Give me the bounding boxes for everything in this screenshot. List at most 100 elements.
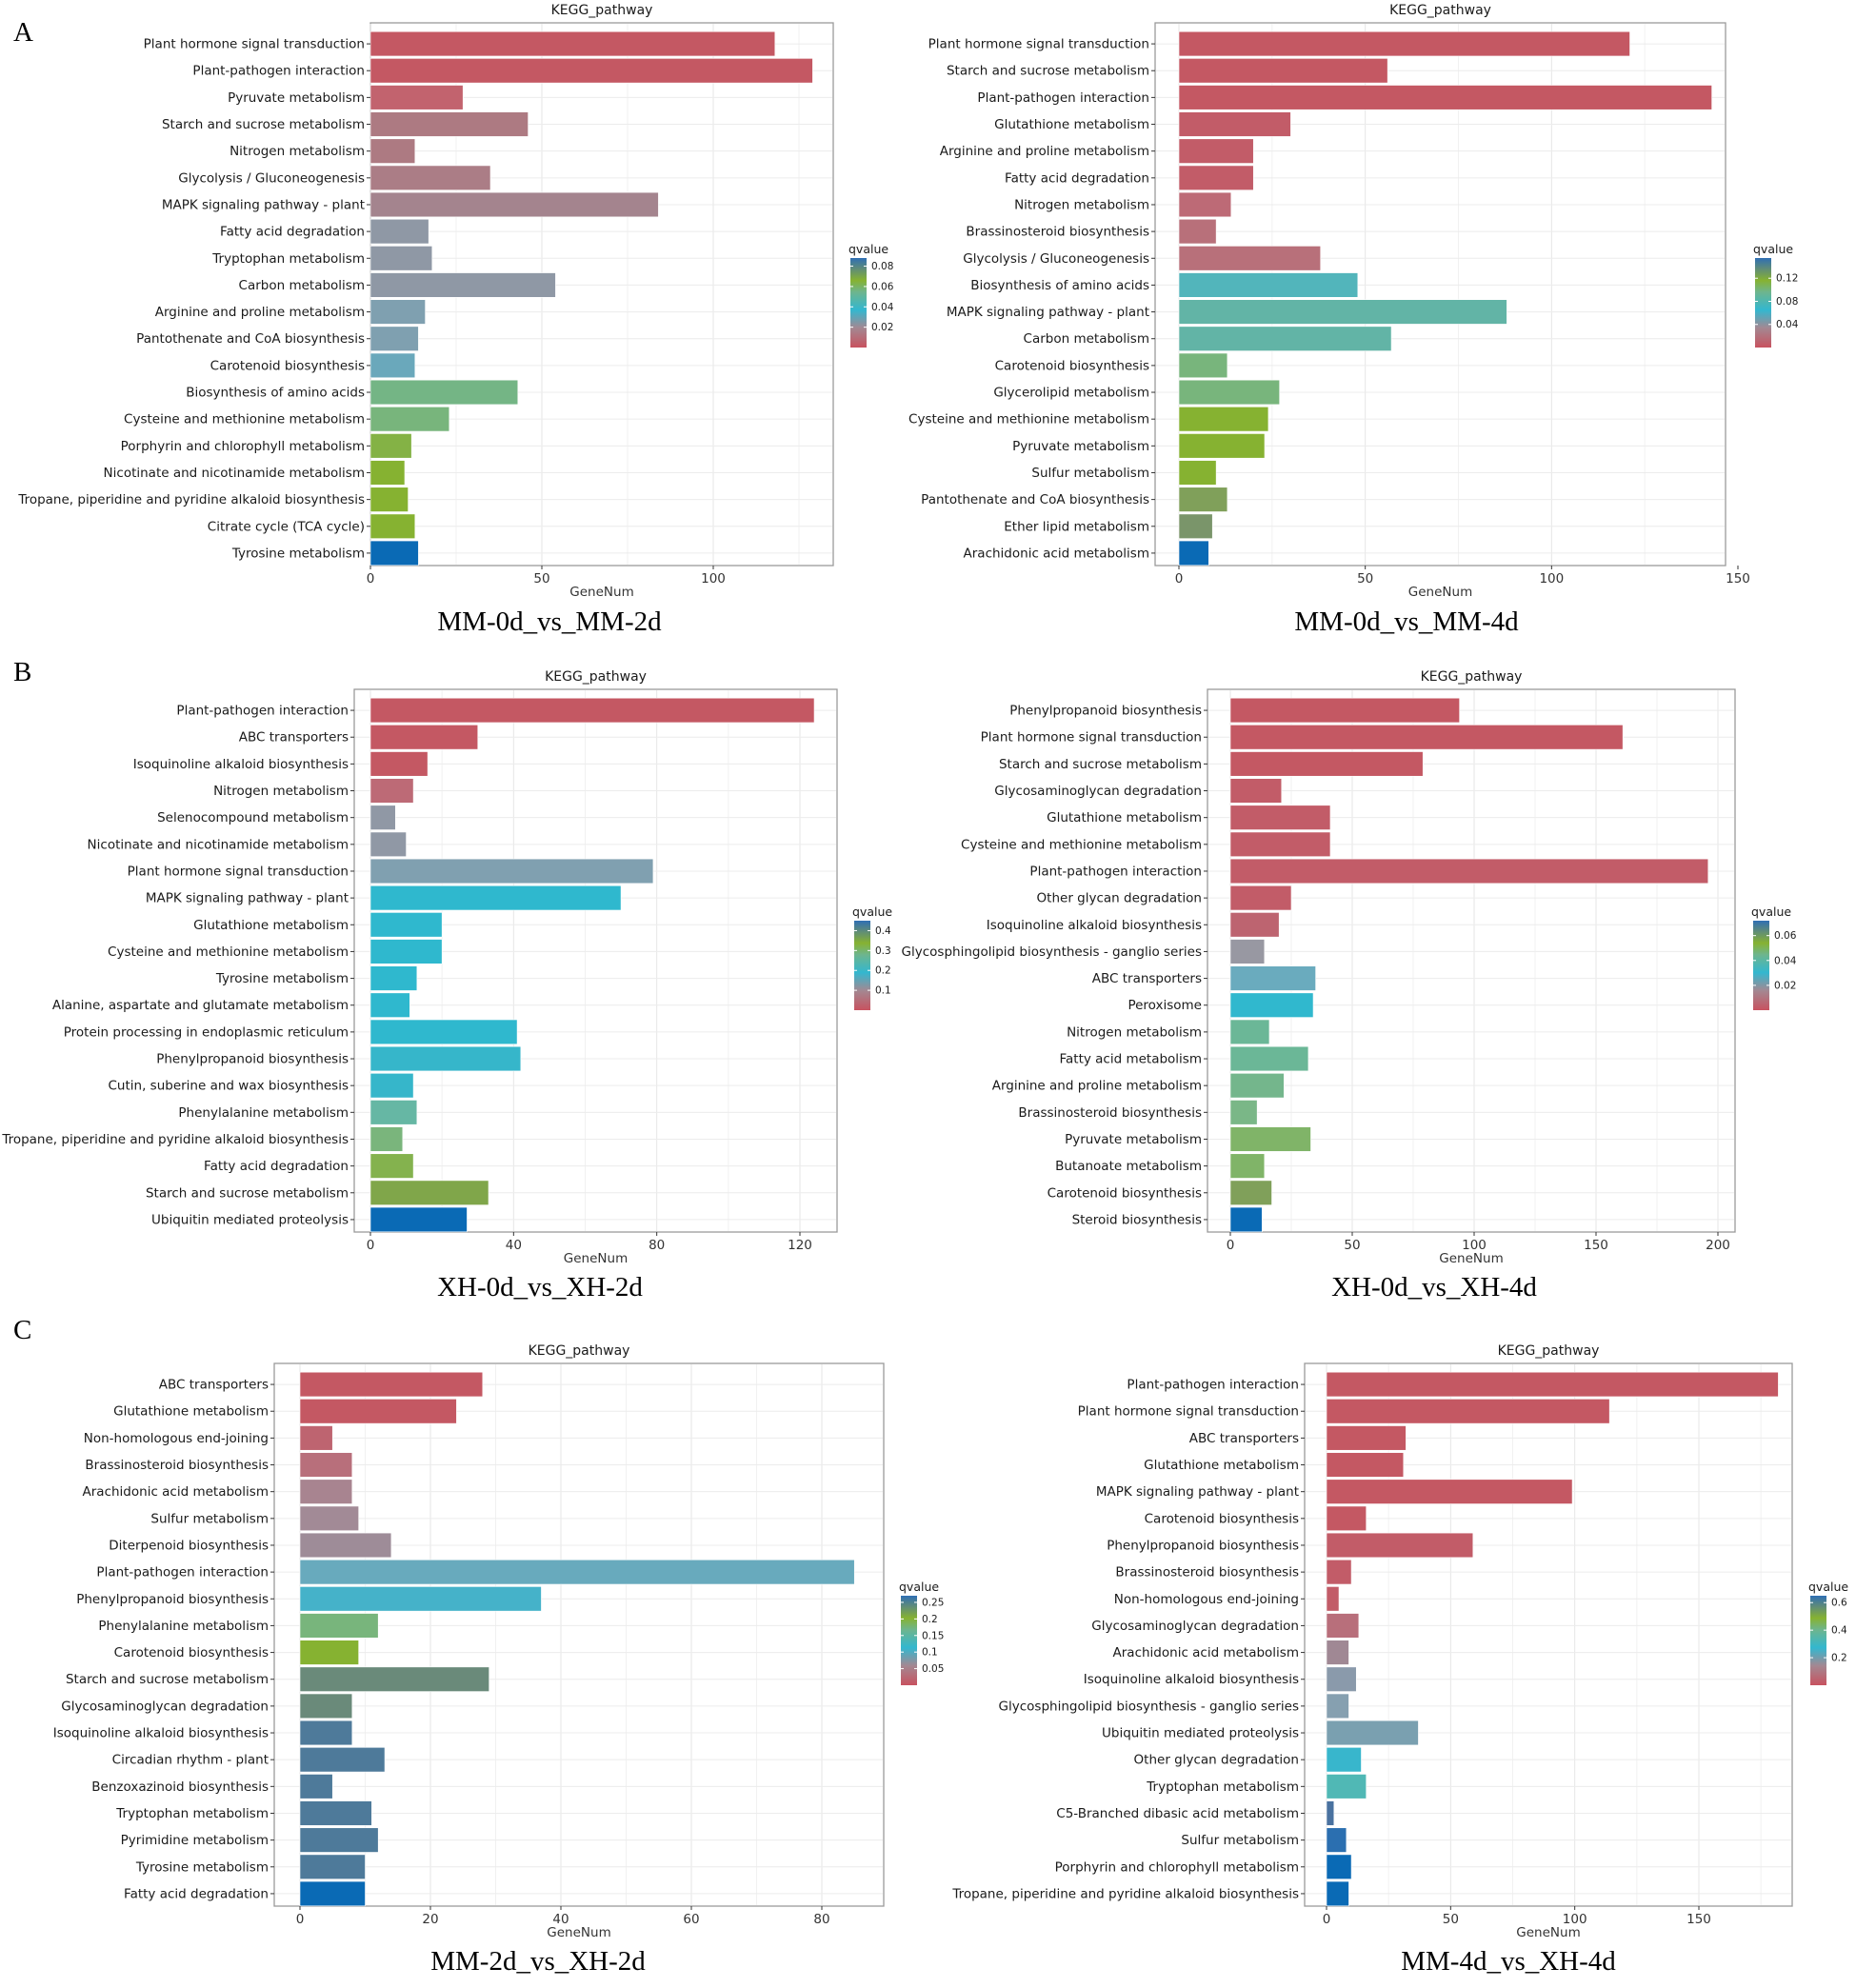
category-label: Nicotinate and nicotinamide metabolism xyxy=(88,837,349,852)
bar-1 xyxy=(1178,30,1630,57)
category-label: Tropane, piperidine and pyridine alkaloi… xyxy=(951,1886,1299,1901)
chart-b_left: KEGG_pathway Plant-pathogen interaction AB… xyxy=(1,669,892,1266)
subtitle-a-left: MM-0d_vs_MM-2d xyxy=(437,606,662,637)
bar-14 xyxy=(1178,379,1280,406)
bar-18 xyxy=(369,1153,414,1179)
x-axis-label: GeneNum xyxy=(1516,1925,1580,1940)
bar-3 xyxy=(1229,751,1424,777)
category-label: Ubiquitin mediated proteolysis xyxy=(1102,1726,1299,1741)
category-label: Glycolysis / Gluconeogenesis xyxy=(178,170,365,186)
chart-a_right: KEGG_pathway Plant hormone signal transdu… xyxy=(908,3,1799,600)
x-axis-label: GeneNum xyxy=(1439,1251,1503,1266)
bar-2 xyxy=(369,725,479,750)
bar-12 xyxy=(369,992,410,1018)
category-label: Nitrogen metabolism xyxy=(1014,197,1149,212)
x-tick-label: 150 xyxy=(1584,1238,1608,1253)
legend-tick-label: 0.6 xyxy=(1831,1598,1847,1609)
bar-8 xyxy=(369,218,429,245)
bar-7 xyxy=(369,858,654,885)
bar-1 xyxy=(1229,697,1460,724)
bar-16 xyxy=(369,433,412,459)
category-label: ABC transporters xyxy=(1189,1431,1299,1446)
bar-8 xyxy=(1229,885,1292,911)
legend-title: qvalue xyxy=(1751,905,1791,919)
category-label: Pantothenate and CoA biosynthesis xyxy=(136,331,365,347)
bar-10 xyxy=(1178,272,1359,298)
bar-9 xyxy=(1229,912,1280,938)
bar-15 xyxy=(369,406,450,432)
legend-colorbar xyxy=(854,921,870,1010)
category-label: Biosynthesis of amino acids xyxy=(970,278,1149,293)
bar-8 xyxy=(299,1559,855,1585)
bar-7 xyxy=(1326,1532,1474,1559)
bar-4 xyxy=(1229,778,1283,804)
bar-5 xyxy=(299,1479,353,1504)
category-label: Carotenoid biosynthesis xyxy=(210,358,365,373)
category-label: Phenylpropanoid biosynthesis xyxy=(156,1052,349,1067)
category-label: Starch and sucrose metabolism xyxy=(999,757,1202,772)
bar-13 xyxy=(369,1019,518,1045)
bar-18 xyxy=(1326,1827,1347,1853)
bar-19 xyxy=(299,1854,366,1879)
category-label: Glycosphingolipid biosynthesis - ganglio… xyxy=(902,944,1202,960)
category-label: Glutathione metabolism xyxy=(193,918,349,933)
bar-18 xyxy=(1229,1153,1266,1179)
bar-11 xyxy=(1178,299,1507,325)
x-tick-label: 0 xyxy=(367,571,375,586)
bar-10 xyxy=(369,939,443,964)
category-label: Circadian rhythm - plant xyxy=(112,1753,269,1768)
bar-7 xyxy=(299,1532,392,1559)
category-label: ABC transporters xyxy=(239,730,349,746)
category-label: Diterpenoid biosynthesis xyxy=(109,1538,269,1553)
panel-letter-c: C xyxy=(13,1315,32,1345)
category-label: ABC transporters xyxy=(1092,971,1202,986)
bar-2 xyxy=(369,58,813,84)
category-label: Isoquinoline alkaloid biosynthesis xyxy=(53,1726,269,1741)
bar-1 xyxy=(1326,1371,1779,1398)
category-label: Pyruvate metabolism xyxy=(228,90,365,106)
category-label: Plant-pathogen interaction xyxy=(192,64,365,79)
category-label: Alanine, aspartate and glutamate metabol… xyxy=(52,998,349,1013)
legend-tick-label: 0.4 xyxy=(875,925,891,937)
category-label: Glutathione metabolism xyxy=(994,117,1149,132)
category-label: Arachidonic acid metabolism xyxy=(964,546,1149,561)
bar-16 xyxy=(1229,1100,1258,1125)
x-tick-label: 0 xyxy=(1227,1238,1235,1253)
bar-12 xyxy=(299,1666,489,1692)
bar-11 xyxy=(369,299,426,325)
category-label: Pyruvate metabolism xyxy=(1065,1132,1202,1147)
legend-tick-label: 0.2 xyxy=(922,1614,938,1625)
x-axis-label: GeneNum xyxy=(1408,585,1472,600)
bar-15 xyxy=(1178,406,1269,432)
x-tick-label: 0 xyxy=(296,1912,305,1927)
category-label: Brassinosteroid biosynthesis xyxy=(1018,1105,1202,1121)
category-label: Plant hormone signal transduction xyxy=(981,730,1202,746)
bar-13 xyxy=(299,1693,353,1720)
legend-tick-label: 0.12 xyxy=(1776,273,1798,285)
bar-19 xyxy=(1229,1180,1272,1205)
x-tick-label: 0 xyxy=(1323,1912,1331,1927)
x-tick-label: 50 xyxy=(1443,1912,1459,1927)
bar-10 xyxy=(1326,1613,1360,1639)
panel-letter-a: A xyxy=(13,17,33,48)
bar-20 xyxy=(1326,1880,1349,1907)
x-tick-label: 150 xyxy=(1726,571,1750,586)
category-label: Sulfur metabolism xyxy=(1181,1833,1299,1848)
category-label: Starch and sucrose metabolism xyxy=(146,1185,349,1201)
x-tick-label: 0 xyxy=(367,1238,375,1253)
subtitle-c-left: MM-2d_vs_XH-2d xyxy=(430,1946,646,1977)
bar-7 xyxy=(369,191,659,218)
category-label: Brassinosteroid biosynthesis xyxy=(1115,1565,1299,1580)
bar-2 xyxy=(1326,1399,1610,1424)
x-tick-label: 50 xyxy=(1357,571,1373,586)
category-label: Protein processing in endoplasmic reticu… xyxy=(64,1024,349,1040)
bar-14 xyxy=(1326,1720,1419,1746)
category-label: Fatty acid degradation xyxy=(124,1886,269,1901)
category-label: Phenylalanine metabolism xyxy=(178,1105,349,1121)
bar-19 xyxy=(1326,1854,1352,1879)
category-label: Glycosaminoglycan degradation xyxy=(61,1699,269,1714)
category-label: Porphyrin and chlorophyll metabolism xyxy=(1055,1859,1299,1875)
category-label: Tyrosine metabolism xyxy=(135,1859,269,1875)
category-label: Brassinosteroid biosynthesis xyxy=(966,225,1149,240)
bar-4 xyxy=(1326,1452,1405,1478)
